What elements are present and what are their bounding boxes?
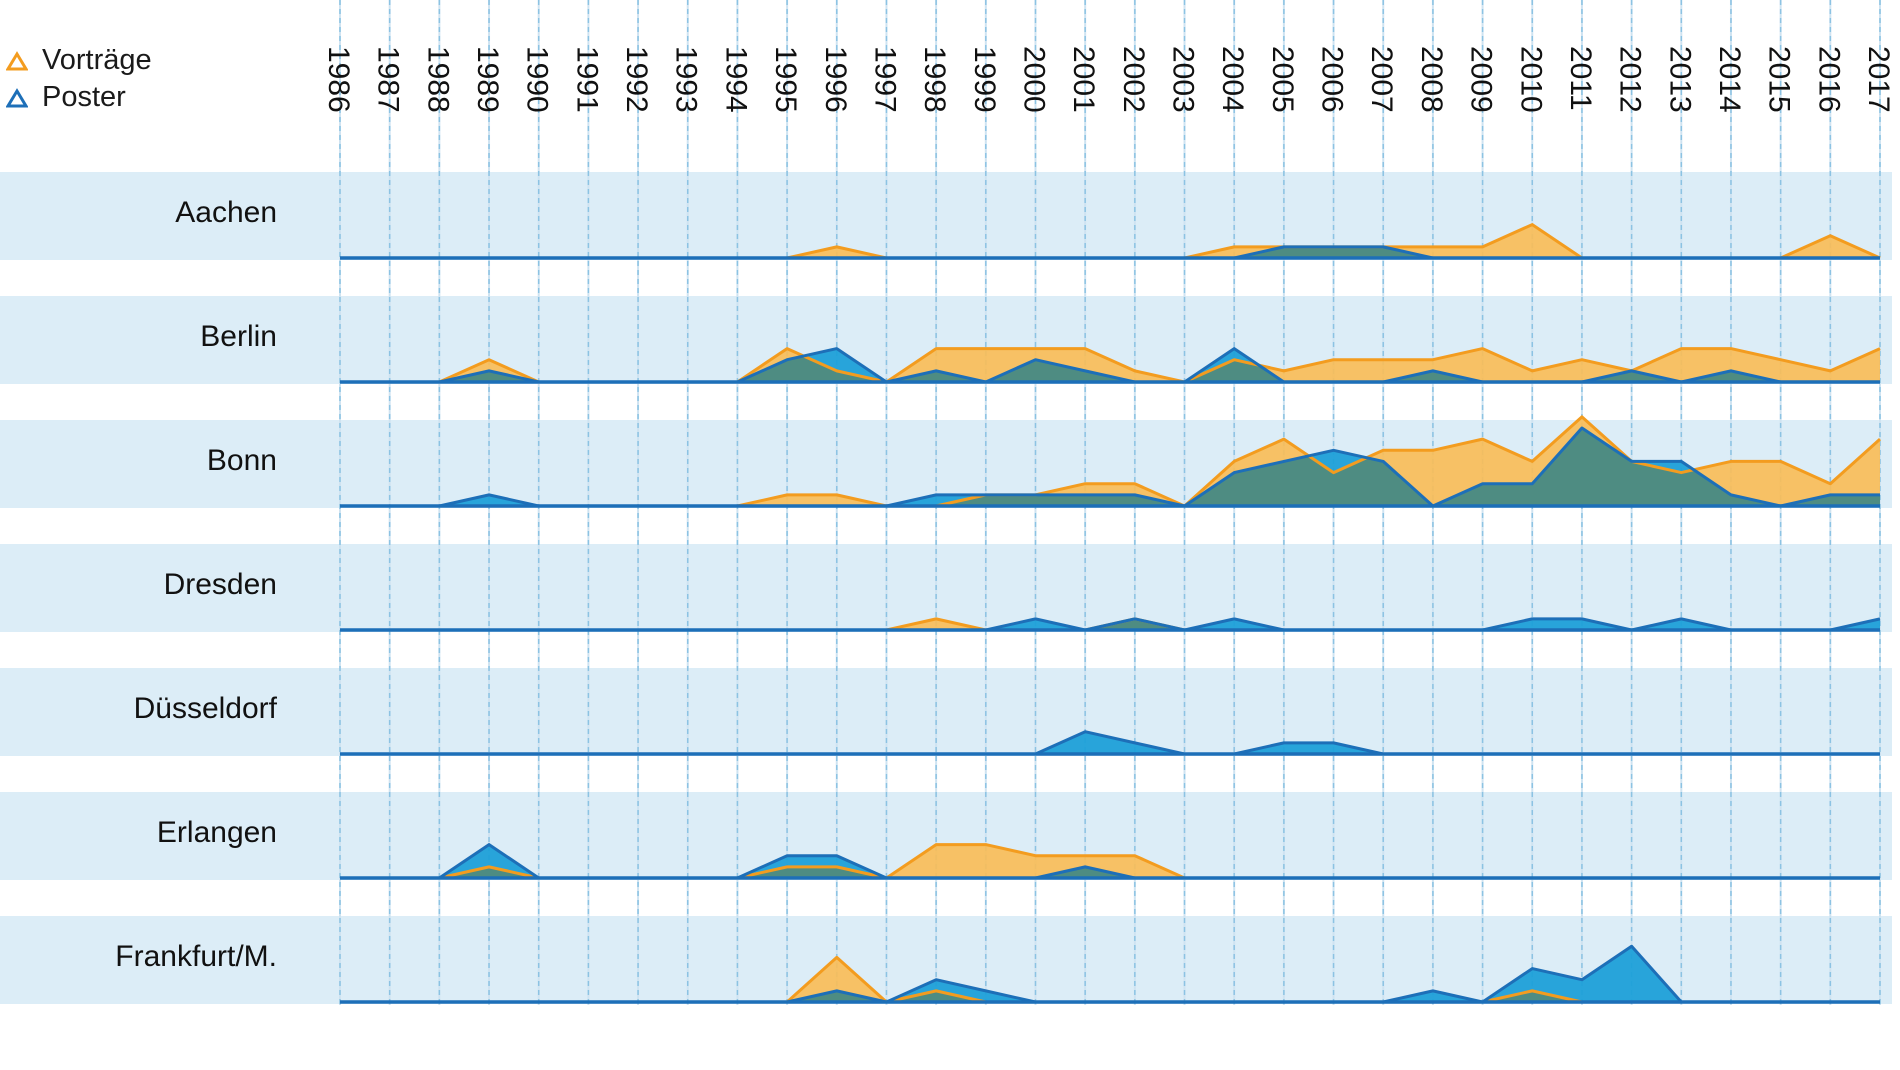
year-tick-label: 2002 xyxy=(1117,46,1150,113)
poster-line xyxy=(439,369,540,384)
vortraege-line xyxy=(438,358,540,384)
legend: Vorträge Poster xyxy=(6,42,152,116)
vortraege-area xyxy=(340,844,1880,878)
year-tick-label: 1996 xyxy=(819,46,852,113)
year-tick-label: 2007 xyxy=(1365,46,1398,113)
year-tick-label: 2000 xyxy=(1017,46,1050,113)
year-tick-label: 2009 xyxy=(1465,46,1498,113)
year-tick-label: 2004 xyxy=(1216,46,1249,113)
year-tick-label: 1986 xyxy=(322,46,355,113)
year-tick-label: 1992 xyxy=(620,46,653,113)
city-series-6 xyxy=(340,944,1880,1004)
city-label: Frankfurt/M. xyxy=(115,940,277,973)
overlap-area xyxy=(340,348,1880,382)
year-tick-label: 2010 xyxy=(1514,46,1547,113)
city-label: Berlin xyxy=(200,320,277,353)
poster-line xyxy=(1035,865,1136,880)
poster-line xyxy=(1829,617,1881,632)
city-label: Düsseldorf xyxy=(134,692,278,725)
triangle-outline-icon xyxy=(6,87,28,107)
triangle-outline-icon xyxy=(6,50,28,70)
poster-line xyxy=(886,426,1880,508)
poster-line xyxy=(736,347,1285,384)
year-tick-label: 2012 xyxy=(1614,46,1647,113)
city-series-4 xyxy=(340,730,1880,756)
city-label: Dresden xyxy=(164,568,277,601)
vortraege-line xyxy=(1780,234,1881,260)
year-tick-label: 2014 xyxy=(1713,46,1746,113)
poster-line xyxy=(1382,944,1683,1004)
city-series-1 xyxy=(340,347,1881,384)
city-series-3 xyxy=(340,617,1881,632)
city-label: Aachen xyxy=(175,196,277,229)
data-layer xyxy=(340,223,1882,1004)
city-band xyxy=(0,172,1892,260)
legend-label-poster: Poster xyxy=(42,81,126,113)
year-tick-label: 2008 xyxy=(1415,46,1448,113)
city-series-5 xyxy=(340,843,1880,880)
poster-area xyxy=(340,731,1880,754)
city-label: Erlangen xyxy=(157,816,277,849)
vortraege-line xyxy=(439,865,540,880)
poster-line xyxy=(1382,369,1483,384)
year-tick-label: 1995 xyxy=(769,46,802,113)
poster-line xyxy=(1233,245,1434,260)
poster-line xyxy=(438,843,540,880)
city-series-2 xyxy=(340,415,1882,508)
city-label: Bonn xyxy=(207,444,277,477)
year-tick-label: 2017 xyxy=(1862,46,1895,113)
overlap-area xyxy=(340,844,1880,878)
poster-line xyxy=(985,617,1285,632)
year-tick-label: 2003 xyxy=(1167,46,1200,113)
vortraege-area xyxy=(340,348,1880,382)
label-layer: 1986 1987 1988 1989 1990 1991 1992 1993 1994 1995… xyxy=(115,46,1895,973)
year-tick-label: 2011 xyxy=(1564,46,1597,111)
legend-item-vortraege: Vorträge xyxy=(6,42,152,79)
vortraege-line xyxy=(886,617,987,632)
vortraege-line xyxy=(1482,989,1583,1004)
year-tick-label: 2001 xyxy=(1067,46,1100,113)
year-tick-label: 1994 xyxy=(719,46,752,113)
year-tick-label: 1991 xyxy=(570,46,603,113)
year-tick-label: 1997 xyxy=(868,46,901,113)
city-band xyxy=(0,544,1892,632)
year-tick-label: 2015 xyxy=(1763,46,1796,113)
legend-label-vortraege: Vorträge xyxy=(42,44,152,76)
poster-line xyxy=(736,854,888,880)
year-tick-label: 2013 xyxy=(1663,46,1696,113)
overlap-area xyxy=(340,428,1880,506)
year-tick-label: 1990 xyxy=(521,46,554,113)
year-tick-label: 1987 xyxy=(372,46,405,113)
poster-line xyxy=(786,978,1036,1004)
poster-line xyxy=(439,493,540,508)
year-tick-label: 2006 xyxy=(1316,46,1349,113)
year-tick-label: 2005 xyxy=(1266,46,1299,113)
year-tick-label: 1989 xyxy=(471,46,504,113)
vortraege-line xyxy=(736,347,1881,384)
city-band xyxy=(0,668,1892,756)
year-tick-label: 2016 xyxy=(1812,46,1845,113)
year-tick-label: 1988 xyxy=(421,46,454,113)
vortraege-line xyxy=(786,245,887,260)
year-tick-label: 1999 xyxy=(968,46,1001,113)
city-series-0 xyxy=(340,223,1881,260)
vortraege-line xyxy=(737,843,1186,880)
year-tick-label: 1998 xyxy=(918,46,951,113)
year-tick-label: 1993 xyxy=(670,46,703,113)
legend-item-poster: Poster xyxy=(6,79,152,116)
poster-line xyxy=(1482,617,1732,632)
vortraege-area xyxy=(340,224,1880,258)
